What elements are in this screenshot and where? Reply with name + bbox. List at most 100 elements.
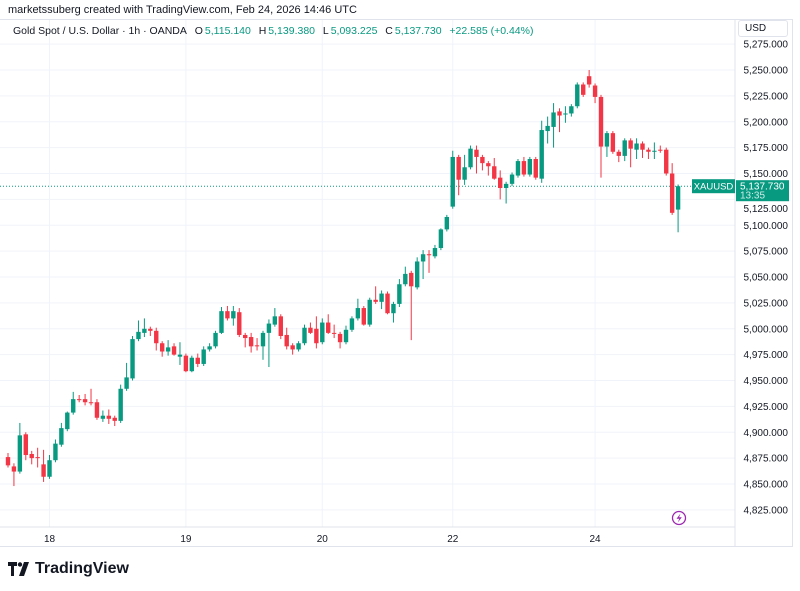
candle-body (509, 174, 515, 184)
candle (480, 154, 485, 171)
candle-body (260, 332, 266, 347)
candle (658, 145, 663, 153)
candle (272, 308, 278, 327)
candle-body (432, 248, 438, 257)
y-tick-label: 4,925.000 (744, 402, 789, 413)
candle-body (124, 377, 129, 389)
currency-button[interactable]: USD (738, 20, 788, 37)
candle (343, 325, 349, 345)
candle-body (165, 347, 171, 352)
candle-body (349, 318, 355, 330)
candle-body (551, 112, 556, 127)
candle-body (575, 84, 580, 107)
last-price-tag (736, 180, 789, 202)
candle-body (604, 133, 610, 147)
candle (669, 163, 675, 215)
symbol-tag-text: XAUUSD (694, 182, 734, 193)
last-price-text: 5,137.730 (740, 182, 785, 193)
high-label: H (258, 25, 267, 37)
candle (243, 332, 248, 348)
candle (569, 104, 574, 117)
candle-body (59, 428, 64, 445)
y-tick-label: 5,075.000 (744, 247, 789, 258)
candle (5, 452, 11, 468)
candle-body (284, 334, 289, 347)
candle (106, 409, 112, 424)
candle-body (397, 284, 402, 304)
candle (604, 131, 610, 157)
candle-body (385, 293, 390, 314)
candle (47, 455, 52, 479)
candle (503, 181, 509, 204)
candle (438, 228, 444, 251)
candle (664, 147, 669, 176)
candle (278, 314, 283, 340)
candle (94, 399, 100, 420)
candle-body (201, 349, 206, 364)
candle (468, 145, 473, 170)
lightning-icon[interactable] (671, 510, 687, 526)
candle (71, 391, 76, 415)
candle-body (207, 346, 212, 350)
symbol-title[interactable]: Gold Spot / U.S. Dollar · 1h · OANDA (13, 25, 187, 37)
candle-body (320, 322, 325, 343)
candle (432, 244, 438, 259)
candle-body (136, 331, 141, 340)
high-value: 5,139.380 (268, 25, 316, 37)
candle (610, 131, 616, 154)
candle (331, 324, 337, 339)
candle (266, 319, 272, 368)
candle (598, 94, 604, 178)
candle-body (17, 435, 23, 472)
candle-body (219, 311, 224, 333)
candle-body (343, 329, 349, 343)
candle-body (53, 443, 58, 461)
candle (628, 138, 633, 168)
candle-body (474, 149, 479, 157)
chart-frame (0, 19, 793, 547)
candle (414, 257, 420, 290)
x-tick-label: 24 (590, 534, 602, 545)
y-tick-label: 4,850.000 (744, 480, 789, 491)
change-value: +22.585 (+0.44%) (449, 25, 534, 37)
candle (426, 250, 432, 273)
candle-body (171, 346, 177, 355)
candle-body (403, 273, 408, 285)
candle-body (634, 143, 639, 150)
candle (65, 411, 70, 432)
candle (219, 307, 224, 334)
y-tick-label: 5,275.000 (744, 40, 789, 51)
candle-body (652, 150, 657, 152)
candle-body (154, 330, 159, 344)
y-tick-label: 5,225.000 (744, 91, 789, 102)
candle (397, 279, 402, 308)
candle-body (622, 140, 627, 156)
candle-body (47, 460, 52, 477)
candle (231, 305, 236, 326)
candle-body (266, 323, 272, 333)
countdown-text: 13:35 (740, 191, 765, 202)
candle-body (148, 328, 153, 331)
candle (367, 297, 372, 327)
candle (521, 156, 527, 177)
candle-body (675, 186, 681, 210)
candle-body (29, 453, 34, 459)
candle (509, 172, 515, 186)
candle (308, 322, 313, 334)
candle (675, 184, 681, 233)
candle-body (598, 96, 604, 147)
y-tick-label: 5,025.000 (744, 298, 789, 309)
candle (35, 447, 40, 468)
y-tick-label: 4,975.000 (744, 350, 789, 361)
candle-body (195, 357, 200, 364)
candle (361, 305, 366, 326)
candle (148, 326, 153, 336)
candle-body (296, 343, 301, 350)
candle (456, 154, 461, 196)
tradingview-logo[interactable]: TradingView (8, 560, 129, 578)
candle-body (183, 355, 189, 372)
candle-body (243, 334, 248, 339)
candle (53, 439, 58, 463)
y-tick-label: 4,825.000 (744, 505, 789, 516)
